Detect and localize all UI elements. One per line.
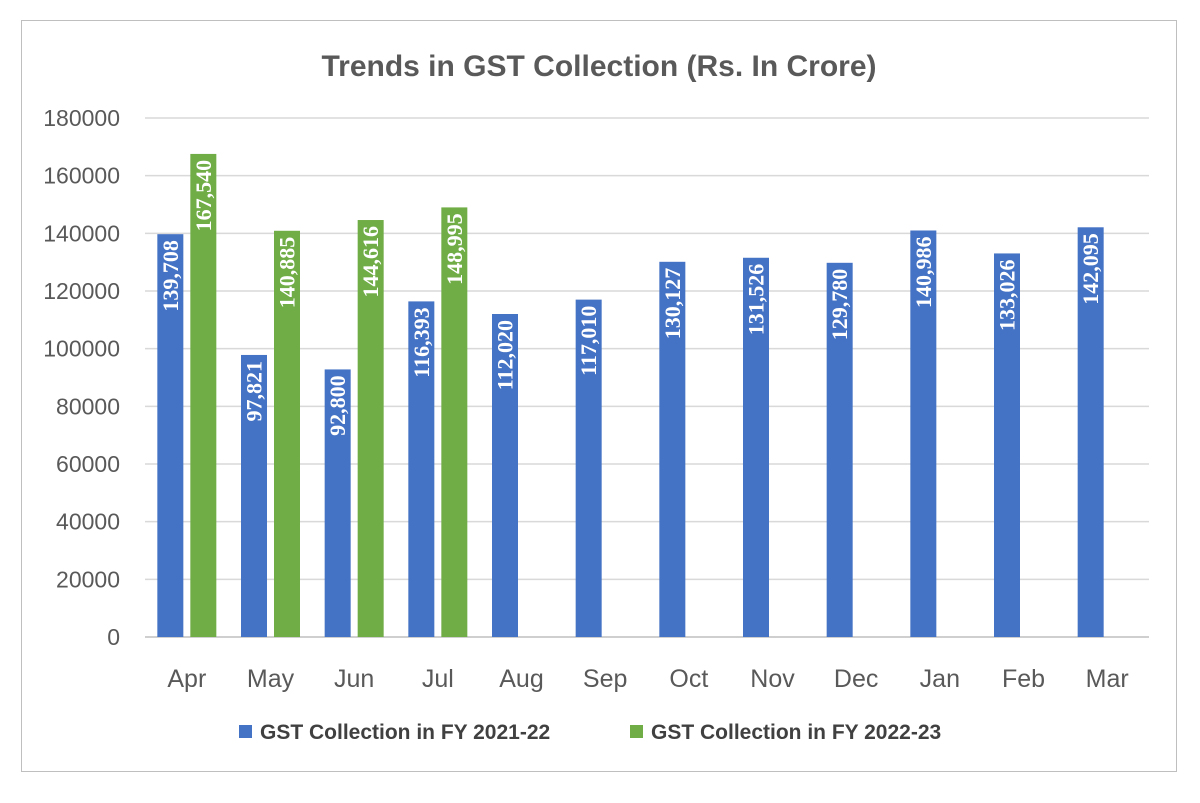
legend-item-fy2021-22: GST Collection in FY 2021-22 xyxy=(239,721,550,744)
bar-fy2021-22 xyxy=(157,234,184,637)
y-tick-label: 60000 xyxy=(56,451,120,477)
y-tick-label: 180000 xyxy=(43,105,120,131)
y-axis-ticks: 0 20000 40000 60000 80000 100000 120000 140000 1… xyxy=(43,105,120,650)
bar-fy2022-23 xyxy=(441,207,468,637)
data-label: 131,526 xyxy=(744,264,769,336)
chart-svg: Trends in GST Collection (Rs. In Crore) … xyxy=(43,50,1149,744)
legend-label-fy2022-23: GST Collection in FY 2022-23 xyxy=(651,721,941,744)
x-category-label: Mar xyxy=(1086,665,1129,693)
legend-item-fy2022-23: GST Collection in FY 2022-23 xyxy=(630,721,941,744)
x-axis-categories: Apr May Jun Jul Aug Sep Oct Nov Dec Jan Feb Mar xyxy=(167,665,1128,693)
data-label: 133,026 xyxy=(995,259,1020,331)
y-tick-label: 160000 xyxy=(43,163,120,189)
x-category-label: Jan xyxy=(920,665,960,693)
x-category-label: Jul xyxy=(422,665,454,693)
x-category-label: Sep xyxy=(583,665,627,693)
y-tick-label: 40000 xyxy=(56,509,120,535)
bar-fy2021-22 xyxy=(324,369,351,637)
bar-fy2022-23 xyxy=(357,220,384,637)
x-category-label: May xyxy=(247,665,295,693)
legend-swatch-fy2021-22 xyxy=(239,725,252,738)
data-labels: 139,708 167,540 97,821 140,885 92,800 144,616… xyxy=(158,160,1103,436)
bar-fy2022-23 xyxy=(274,230,300,637)
bar-fy2022-23 xyxy=(190,153,217,637)
bars xyxy=(157,153,1104,638)
x-category-label: Apr xyxy=(167,665,206,693)
data-label: 139,708 xyxy=(158,240,183,312)
bar-fy2021-22 xyxy=(659,261,686,637)
data-label: 97,821 xyxy=(242,361,267,422)
data-label: 167,540 xyxy=(191,160,216,232)
x-category-label: Feb xyxy=(1002,665,1045,693)
y-tick-label: 140000 xyxy=(43,220,120,246)
bar-fy2021-22 xyxy=(743,257,769,637)
x-category-label: Aug xyxy=(499,665,543,693)
y-tick-label: 80000 xyxy=(56,393,120,419)
y-tick-label: 20000 xyxy=(56,566,120,592)
data-label: 142,095 xyxy=(1078,233,1103,305)
bar-fy2021-22 xyxy=(994,253,1020,637)
data-label: 144,616 xyxy=(358,226,383,298)
gridlines xyxy=(145,117,1149,638)
legend-swatch-fy2022-23 xyxy=(630,725,643,738)
bar-fy2021-22 xyxy=(241,354,267,637)
legend: GST Collection in FY 2021-22 GST Collect… xyxy=(239,721,941,744)
bar-fy2021-22 xyxy=(492,314,518,637)
data-label: 130,127 xyxy=(660,268,685,340)
data-label: 140,885 xyxy=(275,237,300,309)
bar-fy2021-22 xyxy=(1077,227,1104,637)
data-label: 116,393 xyxy=(409,307,434,377)
data-label: 148,995 xyxy=(442,213,467,285)
x-category-label: Jun xyxy=(334,665,374,693)
bar-fy2021-22 xyxy=(910,230,937,638)
y-tick-label: 100000 xyxy=(43,336,120,362)
bar-fy2021-22 xyxy=(408,301,435,637)
data-label: 117,010 xyxy=(576,306,601,376)
legend-label-fy2021-22: GST Collection in FY 2021-22 xyxy=(260,721,550,744)
data-label: 129,780 xyxy=(827,269,852,341)
data-label: 140,986 xyxy=(911,236,936,307)
data-label: 112,020 xyxy=(493,320,518,390)
chart-title: Trends in GST Collection (Rs. In Crore) xyxy=(321,50,876,83)
y-tick-label: 0 xyxy=(107,624,120,650)
bar-fy2021-22 xyxy=(826,262,853,637)
x-category-label: Oct xyxy=(669,665,708,693)
chart-frame: Trends in GST Collection (Rs. In Crore) … xyxy=(21,20,1177,772)
y-tick-label: 120000 xyxy=(43,278,120,304)
bar-fy2021-22 xyxy=(575,299,602,637)
data-label: 92,800 xyxy=(325,375,350,436)
x-category-label: Dec xyxy=(834,665,878,693)
x-category-label: Nov xyxy=(750,665,795,693)
